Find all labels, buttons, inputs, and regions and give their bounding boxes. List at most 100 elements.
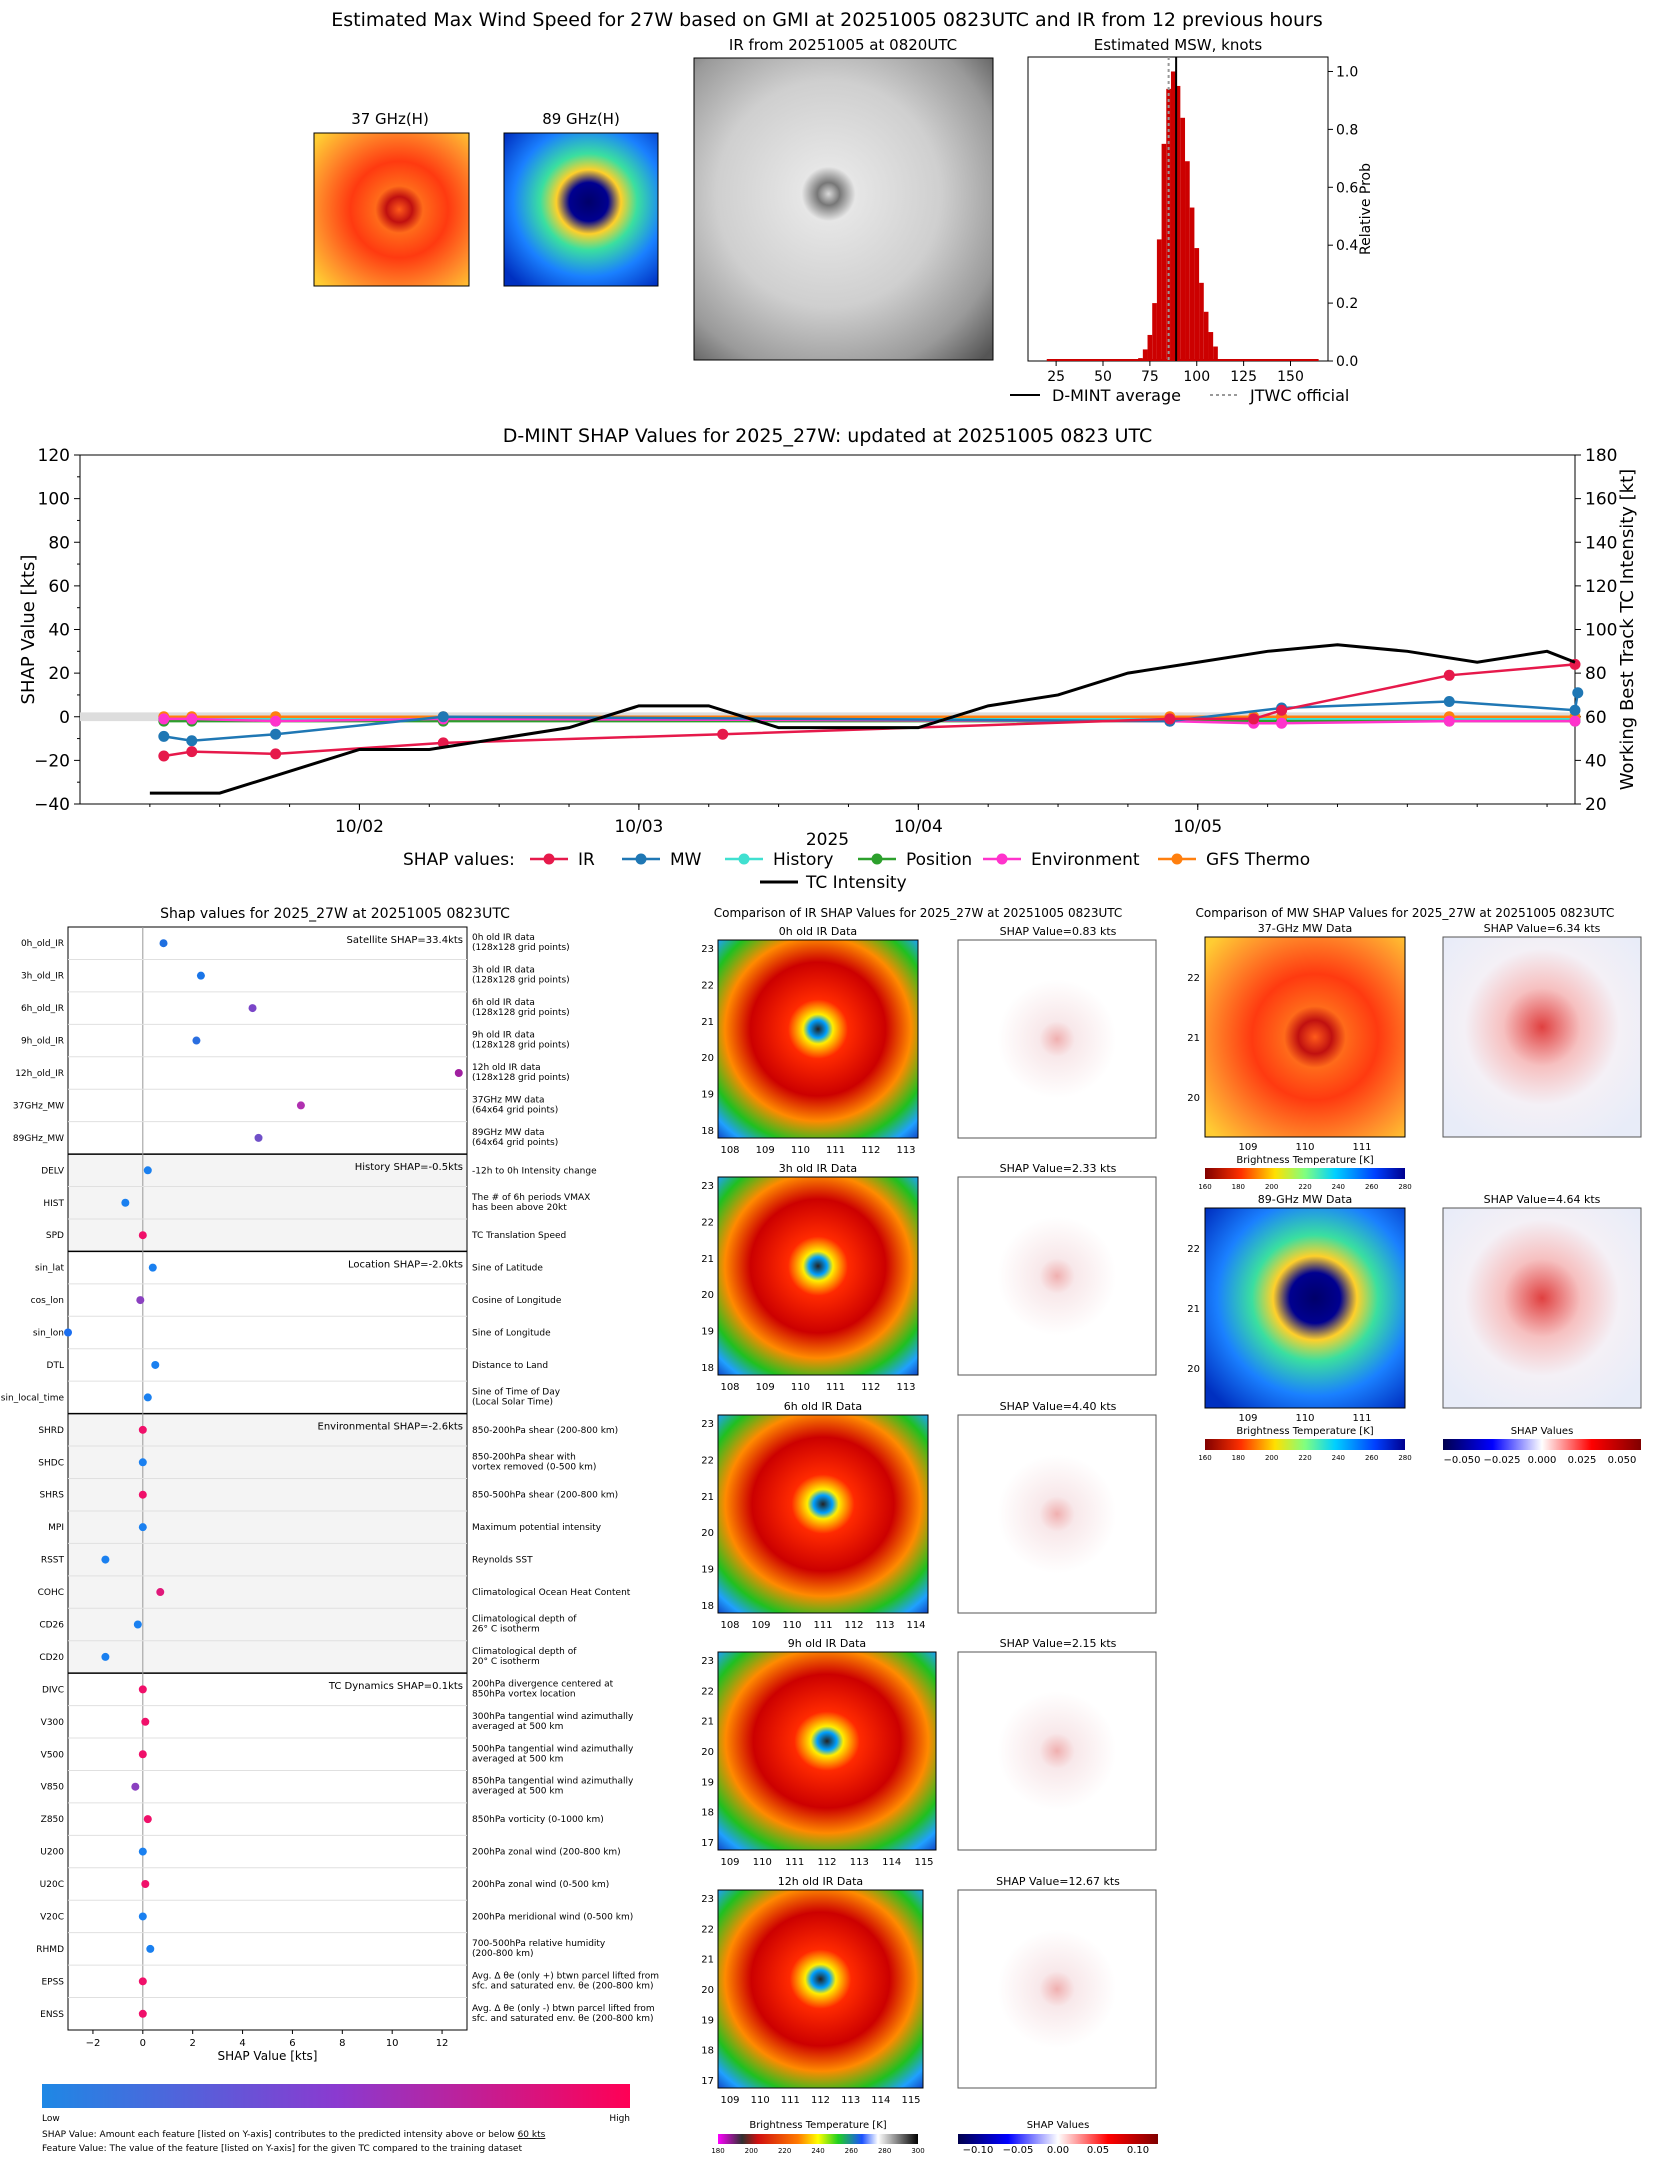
- bees-feature-desc: 500hPa tangential wind azimuthally: [472, 1744, 634, 1754]
- ir-cmp-xtick: 110: [753, 1857, 772, 1868]
- ir-cmp-shap-map: [957, 939, 1157, 1139]
- msw-histogram: Estimated MSW, knots 25 50 75 100 125 150 0.0 0.…: [1010, 36, 1374, 405]
- ir-cmp-xtick: 110: [782, 1620, 801, 1631]
- ts-legend-marker: [1171, 853, 1183, 865]
- hist-bar: [1203, 311, 1209, 361]
- ir-cmp-ytick: 22: [701, 980, 714, 991]
- ir-cmp-ytick: 20: [701, 1528, 714, 1539]
- bees-point: [143, 1166, 152, 1175]
- bees-point: [196, 971, 205, 980]
- ts-point-ir: [717, 728, 729, 740]
- ts-ytick-right-label: 120: [1585, 577, 1617, 597]
- bees-feature-desc: 850hPa vorticity (0-1000 km): [472, 1815, 604, 1825]
- ts-legend-marker: [543, 853, 555, 865]
- mw-cmp-xtick: 110: [1295, 1413, 1314, 1424]
- bees-feature-desc: 0h old IR data: [472, 933, 535, 943]
- mw-cbar-label: Brightness Temperature [K]: [1236, 1155, 1373, 1166]
- bees-feature-desc: 700-500hPa relative humidity: [472, 1939, 606, 1949]
- bees-feature-desc: 37GHz MW data: [472, 1095, 545, 1105]
- hist-xtick-label: 150: [1277, 369, 1304, 385]
- ts-legend-label: Environment: [1031, 850, 1140, 870]
- ir-cbar-tick: 180: [711, 2147, 724, 2155]
- ir-cmp-xtick: 114: [906, 1620, 925, 1631]
- bees-group-label: Satellite SHAP=33.4kts: [347, 935, 463, 946]
- hist-bar: [1208, 332, 1214, 361]
- ir-cmp-ytick: 20: [701, 1985, 714, 1996]
- mw-shap-cbar: [1443, 1439, 1641, 1450]
- bees-xtick-label: 10: [386, 2038, 399, 2049]
- bees-feature-desc: 26° C isotherm: [472, 1624, 540, 1634]
- ir-cmp-ytick: 19: [701, 1327, 714, 1338]
- ir-cmp-xtick: 110: [791, 1145, 810, 1156]
- ir-cmp-ytick: 20: [701, 1747, 714, 1758]
- bees-footnote-2: Feature Value: The value of the feature …: [42, 2144, 522, 2154]
- ir-cmp-xtick: 115: [914, 1857, 933, 1868]
- thumb-89ghz-image: [503, 132, 659, 287]
- bees-feature-desc: 850hPa tangential wind azimuthally: [472, 1777, 634, 1787]
- bees-feature-name: DIVC: [42, 1685, 64, 1695]
- bees-group-label: TC Dynamics SHAP=0.1kts: [328, 1681, 463, 1692]
- bees-feature-desc: Climatological depth of: [472, 1614, 577, 1624]
- legend-jtwc-label: JTWC official: [1249, 386, 1349, 405]
- ir-cmp-xtick: 109: [756, 1382, 775, 1393]
- mw-cmp-row-label: 37-GHz MW Data: [1258, 922, 1353, 935]
- ir-cmp-xtick: 112: [844, 1620, 863, 1631]
- bees-feature-desc: averaged at 500 km: [472, 1754, 563, 1764]
- ts-legend-label: IR: [578, 850, 595, 870]
- ts-ytick-left-label: 60: [48, 577, 70, 597]
- bees-feature-name: MPI: [48, 1523, 64, 1533]
- ts-xtick-label: 10/05: [1173, 817, 1222, 837]
- ts-point-environment: [158, 713, 170, 725]
- bees-feature-desc: sfc. and saturated env. θe (200-800 km): [472, 1981, 654, 1991]
- ir-cmp-shap-map: [957, 1414, 1157, 1614]
- bees-feature-name: 9h_old_IR: [21, 1037, 64, 1047]
- ir-cmp-xtick: 113: [896, 1145, 915, 1156]
- ir-cmp-ytick: 18: [701, 2046, 714, 2057]
- bees-feature-desc: The # of 6h periods VMAX: [471, 1193, 590, 1203]
- ir-cmp-xtick: 111: [781, 2095, 800, 2106]
- hist-bar: [1194, 248, 1200, 361]
- bees-feature-name: 12h_old_IR: [15, 1069, 64, 1079]
- bees-feature-desc: 200hPa divergence centered at: [472, 1679, 614, 1689]
- ir-cmp-ytick: 23: [701, 1656, 714, 1667]
- hist-bar: [1156, 239, 1162, 361]
- hist-bar: [1152, 303, 1157, 361]
- hist-bar: [1175, 85, 1181, 361]
- hist-ytick-label: 0.2: [1336, 296, 1358, 312]
- ts-ytick-right-label: 60: [1585, 708, 1607, 728]
- ir-cmp-ytick: 17: [701, 2076, 714, 2087]
- bees-feature-name: RHMD: [36, 1945, 64, 1955]
- bees-feature-desc: 20° C isotherm: [472, 1657, 540, 1667]
- ts-ytick-right-label: 80: [1585, 664, 1607, 684]
- mw-shap-cbar-tick: −0.025: [1483, 1455, 1520, 1466]
- mw-cmp-shap-label: SHAP Value=4.64 kts: [1484, 1193, 1601, 1206]
- ir-cmp-xtick: 109: [720, 1857, 739, 1868]
- bees-point: [101, 1652, 110, 1661]
- ir-cmp-row-label: 0h old IR Data: [779, 925, 857, 938]
- ts-point-environment: [1569, 715, 1581, 727]
- mw-shap-cbar-tick: 0.050: [1608, 1455, 1637, 1466]
- ir-cmp-xtick: 112: [811, 2095, 830, 2106]
- ir-cmp-ytick: 20: [701, 1053, 714, 1064]
- ts-point-environment: [1276, 717, 1288, 729]
- ir-cmp-ytick: 22: [701, 1686, 714, 1697]
- bees-feature-desc: (200-800 km): [472, 1949, 533, 1959]
- bees-feature-name: V500: [41, 1750, 65, 1760]
- bees-feature-desc: Climatological Ocean Heat Content: [472, 1588, 631, 1598]
- ts-point-mw: [1443, 695, 1455, 707]
- mw-cmp-ytick: 20: [1187, 1364, 1200, 1375]
- mw-cmp-shap-map: [1442, 1207, 1642, 1409]
- bees-feature-name: sin_lon: [33, 1329, 64, 1339]
- ir-cmp-xtick: 109: [756, 1145, 775, 1156]
- ir-cmp-image: [717, 1414, 929, 1614]
- bees-point: [138, 1912, 147, 1921]
- ir-cmp-xtick: 111: [826, 1382, 845, 1393]
- hist-bar: [1142, 349, 1148, 361]
- ts-point-mw: [437, 711, 449, 723]
- ts-point-ir: [1276, 704, 1288, 716]
- mw-cbar-label: Brightness Temperature [K]: [1236, 1426, 1373, 1437]
- bees-point: [138, 1425, 147, 1434]
- bees-feature-name: DELV: [41, 1166, 65, 1176]
- ts-xlabel: 2025: [806, 830, 849, 850]
